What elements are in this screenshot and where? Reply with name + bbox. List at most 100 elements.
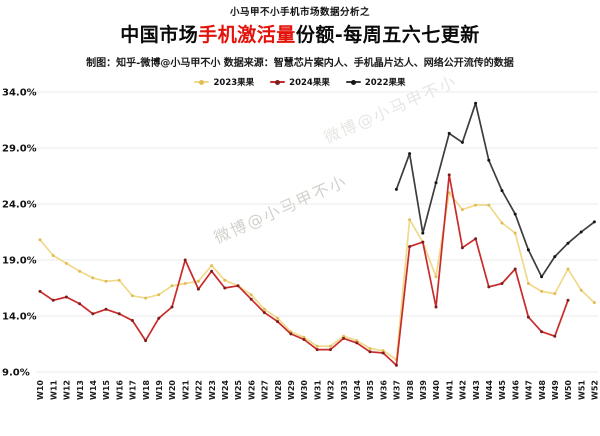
- x-axis-label: W39: [419, 380, 428, 400]
- data-point-2023果果-W38: [408, 218, 412, 222]
- data-point-2023果果-W34: [355, 339, 359, 343]
- data-point-2024果果-W21: [183, 258, 187, 262]
- x-axis-label: W17: [129, 380, 138, 400]
- x-axis-label: W48: [538, 380, 547, 400]
- x-axis-label: W40: [432, 380, 441, 400]
- data-point-2024果果-W26: [249, 297, 253, 301]
- data-point-2023果果-W36: [381, 349, 385, 353]
- data-point-2023果果-W44: [487, 203, 491, 207]
- data-point-2024果果-W32: [328, 348, 332, 352]
- data-point-2022果果-W39: [421, 231, 425, 235]
- chart-legend: 2023果果 2024果果 2022果果: [0, 75, 600, 89]
- data-point-2024果果-W38: [408, 245, 412, 249]
- x-axis-label: W18: [142, 380, 151, 400]
- data-point-2024果果-W36: [381, 351, 385, 355]
- data-point-2024果果-W23: [210, 269, 214, 273]
- data-point-2024果果-W20: [170, 305, 174, 309]
- x-axis-label: W44: [485, 380, 494, 400]
- data-point-2023果果-W48: [540, 289, 544, 293]
- data-point-2024果果-W35: [368, 350, 372, 354]
- data-point-2023果果-W42: [460, 208, 464, 212]
- data-point-2023果果-W20: [170, 284, 174, 288]
- data-point-2023果果-W21: [183, 282, 187, 285]
- data-point-2023果果-W45: [500, 221, 504, 225]
- data-point-2023果果-W33: [342, 334, 346, 338]
- data-point-2024果果-W31: [315, 348, 319, 352]
- data-point-2024果果-W13: [78, 302, 82, 306]
- x-axis-label: W38: [406, 380, 415, 400]
- data-point-2023果果-W27: [262, 307, 266, 311]
- data-point-2022果果-W47: [526, 248, 530, 252]
- x-axis-label: W31: [313, 380, 322, 400]
- x-axis-label: W36: [379, 380, 388, 400]
- data-point-2023果果-W13: [78, 269, 82, 273]
- legend-label-2022: 2022果果: [364, 78, 406, 88]
- data-point-2023果果-W14: [91, 276, 95, 280]
- legend-item-2024: 2024果果: [270, 76, 330, 88]
- x-axis-label: W23: [208, 380, 217, 400]
- data-point-2024果果-W28: [276, 320, 280, 324]
- data-point-2023果果-W28: [276, 316, 280, 320]
- data-point-2024果果-W12: [64, 295, 68, 299]
- x-axis-label: W13: [76, 380, 85, 400]
- data-point-2023果果-W24: [223, 278, 227, 282]
- data-point-2024果果-W49: [553, 334, 557, 338]
- x-axis-label: W27: [261, 380, 270, 400]
- data-point-2023果果-W26: [249, 293, 253, 297]
- data-point-2023果果-W43: [474, 203, 478, 207]
- legend-item-2023: 2023果果: [194, 76, 254, 88]
- data-point-2024果果-W10: [38, 289, 42, 293]
- data-point-2023果果-W46: [513, 231, 517, 235]
- data-point-2023果果-W19: [157, 293, 161, 297]
- x-axis-label: W47: [525, 380, 534, 400]
- title-highlight: 手机激活量: [198, 24, 296, 46]
- y-axis-label: 9.0%: [2, 368, 30, 379]
- data-point-2024果果-W34: [355, 341, 359, 345]
- series-line-2022果果: [395, 102, 596, 278]
- x-axis-label: W21: [181, 380, 190, 400]
- data-point-2023果果-W18: [144, 296, 148, 300]
- data-point-2023果果-W12: [64, 261, 68, 265]
- data-point-2024果果-W14: [91, 312, 95, 316]
- data-point-2022果果-W50: [566, 241, 570, 245]
- data-point-2022果果-W48: [540, 275, 544, 279]
- title-suffix: 份额-每周五六七更新: [295, 24, 480, 46]
- data-point-2024果果-W22: [196, 287, 200, 291]
- kicker-text: 小马甲不小手机市场数据分析之: [229, 7, 370, 18]
- x-axis-label: W34: [353, 380, 362, 400]
- x-axis-label: W26: [247, 380, 256, 400]
- x-axis-label: W32: [327, 380, 336, 400]
- data-point-2023果果-W47: [526, 282, 530, 285]
- data-point-2023果果-W32: [328, 344, 332, 348]
- data-point-2024果果-W40: [434, 305, 438, 309]
- x-axis-label: W30: [300, 380, 309, 400]
- legend-marker-2024-icon: [270, 79, 286, 85]
- data-point-2023果果-W23: [210, 264, 214, 268]
- data-point-2024果果-W43: [474, 237, 478, 241]
- data-point-2024果果-W17: [130, 319, 134, 322]
- data-point-2022果果-W45: [500, 189, 504, 193]
- data-point-2024果果-W42: [460, 246, 464, 250]
- x-axis-label: W16: [115, 380, 124, 400]
- data-point-2023果果-W49: [553, 292, 557, 296]
- data-point-2024果果-W45: [500, 282, 504, 285]
- data-point-2023果果-W52: [592, 301, 596, 305]
- x-axis-label: W22: [195, 380, 204, 400]
- x-axis-label: W10: [36, 380, 45, 400]
- y-axis-label: 19.0%: [2, 256, 37, 267]
- data-point-2022果果-W51: [579, 230, 583, 234]
- series-line-2023果果: [39, 191, 596, 361]
- data-point-2022果果-W46: [513, 212, 517, 216]
- x-axis-label: W33: [340, 380, 349, 400]
- data-point-2023果果-W16: [117, 278, 121, 282]
- x-axis-label: W52: [591, 380, 600, 400]
- x-axis-label: W25: [234, 380, 243, 400]
- data-point-2024果果-W16: [117, 312, 121, 316]
- data-point-2023果果-W22: [196, 279, 200, 283]
- data-point-2023果果-W17: [130, 294, 134, 298]
- legend-label-2023: 2023果果: [213, 78, 255, 88]
- data-point-2022果果-W52: [592, 220, 596, 224]
- data-point-2024果果-W39: [421, 240, 425, 244]
- data-point-2024果果-W19: [157, 316, 161, 320]
- data-point-2023果果-W35: [368, 347, 372, 350]
